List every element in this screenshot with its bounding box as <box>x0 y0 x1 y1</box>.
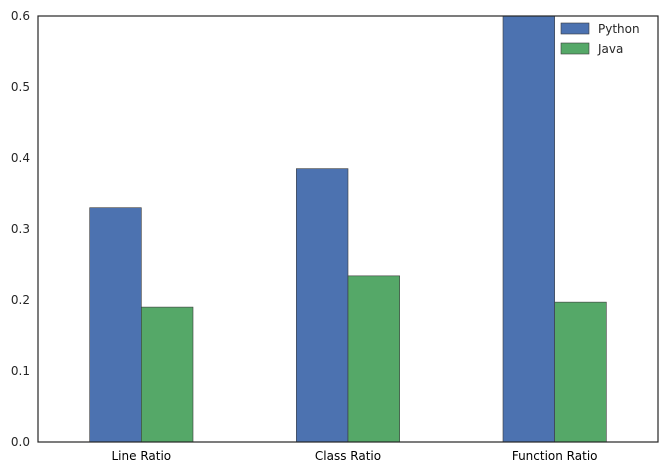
y-tick-label: 0.6 <box>11 9 30 23</box>
legend: Python Java <box>560 22 640 56</box>
bar-java-2 <box>554 301 607 443</box>
bar-python-0 <box>89 207 142 443</box>
x-axis: Line Ratio Class Ratio Function Ratio <box>112 449 598 463</box>
y-axis: 0.0 0.1 0.2 0.3 0.4 0.5 0.6 <box>11 9 30 449</box>
bars-layer <box>89 15 607 443</box>
x-category-label: Class Ratio <box>315 449 381 463</box>
y-tick-label: 0.3 <box>11 222 30 236</box>
y-tick-label: 0.0 <box>11 435 30 449</box>
bar-java-0 <box>141 306 194 443</box>
legend-label-java: Java <box>597 42 623 56</box>
y-tick-label: 0.4 <box>11 151 30 165</box>
bar-java-1 <box>347 275 400 443</box>
legend-swatch-python <box>560 22 590 35</box>
x-category-label: Function Ratio <box>512 449 598 463</box>
plot-frame <box>37 15 659 443</box>
legend-swatch-java <box>560 42 590 55</box>
bar-python-2 <box>502 15 555 443</box>
y-tick-label: 0.2 <box>11 293 30 307</box>
y-tick-label: 0.5 <box>11 80 30 94</box>
bar-python-1 <box>296 168 349 443</box>
legend-label-python: Python <box>598 22 640 36</box>
y-tick-label: 0.1 <box>11 364 30 378</box>
x-category-label: Line Ratio <box>112 449 172 463</box>
